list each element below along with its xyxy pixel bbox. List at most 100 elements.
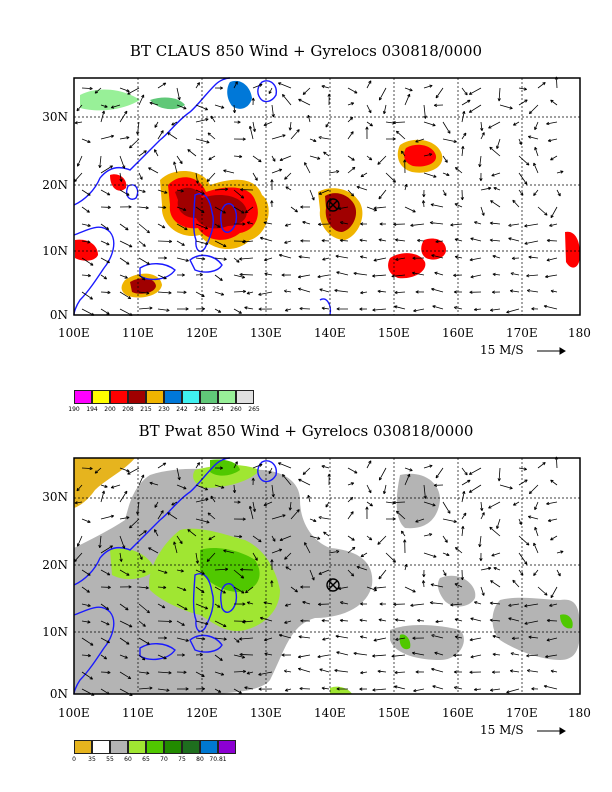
wind-arrow-icon <box>454 166 463 174</box>
wind-arrow-icon <box>317 222 330 226</box>
wind-arrow-icon <box>550 586 558 599</box>
wind-arrow-icon <box>347 482 355 486</box>
wind-arrow-icon <box>176 637 189 642</box>
wind-arrow-icon <box>309 155 321 160</box>
wind-arrow-icon <box>533 189 539 196</box>
wind-arrow-icon <box>214 308 222 313</box>
wind-arrow-icon <box>233 239 247 243</box>
wind-arrow-icon <box>395 130 406 140</box>
wind-arrow-icon <box>239 272 254 277</box>
wind-arrow-icon <box>176 290 187 294</box>
wind-arrow-icon <box>556 189 561 197</box>
wind-arrow-icon <box>549 223 558 227</box>
wind-arrow-icon <box>233 274 246 279</box>
wind-arrow-icon <box>138 206 149 210</box>
wind-arrow-icon <box>323 151 330 157</box>
wind-arrow-icon <box>509 669 520 673</box>
wind-arrow-icon <box>480 501 484 512</box>
wind-arrow-icon <box>454 255 463 259</box>
wind-arrow-icon <box>119 585 132 589</box>
wind-arrow-icon <box>404 473 411 486</box>
wind-arrow-icon <box>360 552 368 558</box>
wind-arrow-icon <box>366 155 373 161</box>
wind-arrow-icon <box>537 82 546 89</box>
wind-arrow-icon <box>239 652 254 657</box>
wind-arrow-icon <box>454 618 463 622</box>
wind-arrow-icon <box>157 291 172 295</box>
wind-arrow-icon <box>429 221 444 225</box>
wind-arrow-icon <box>356 185 368 191</box>
wind-arrow-icon <box>508 617 520 622</box>
wind-arrow-icon <box>214 187 229 191</box>
wind-arrow-icon <box>385 172 396 183</box>
coastline <box>73 457 277 695</box>
wind-arrow-icon <box>336 271 349 276</box>
wind-arrow-icon <box>195 484 209 491</box>
wind-arrow-icon <box>366 586 378 592</box>
wind-arrow-icon <box>497 467 501 482</box>
wind-arrow-icon <box>73 552 83 563</box>
wind-arrow-icon <box>281 273 292 277</box>
lat-lon-grid <box>74 78 580 315</box>
wind-arrow-icon <box>73 172 83 183</box>
wind-arrow-icon <box>154 121 159 128</box>
colorbar-swatch <box>218 740 236 754</box>
wind-arrow-icon <box>537 206 548 216</box>
wind-arrow-icon <box>157 274 167 280</box>
wind-arrow-icon <box>379 602 387 606</box>
wind-arrow-icon <box>176 104 187 110</box>
wind-arrow-icon <box>309 189 315 201</box>
wind-arrow-icon <box>480 566 492 571</box>
wind-arrow-icon <box>233 189 245 199</box>
wind-arrow-icon <box>171 501 178 506</box>
wind-arrow-icon <box>518 99 528 106</box>
wind-arrow-icon <box>385 501 396 505</box>
wind-arrow-icon <box>252 463 263 469</box>
colorbar-swatch <box>218 390 236 404</box>
wind-arrow-icon <box>347 87 358 94</box>
wind-arrow-icon <box>372 308 387 312</box>
wind-arrow-icon <box>81 603 91 608</box>
wind-arrow-icon <box>119 136 130 140</box>
wind-arrow-icon <box>233 602 246 606</box>
colorbar-tick-label: 215 <box>140 406 152 413</box>
wind-arrow-icon <box>214 484 225 489</box>
wind-arrow-icon <box>543 304 558 310</box>
wind-arrow-icon <box>81 257 94 266</box>
wind-arrow-icon <box>534 121 539 131</box>
colorbar-tick-label: 260 <box>230 406 242 413</box>
wind-arrow-icon <box>327 93 331 106</box>
wind-arrow-icon <box>360 222 368 226</box>
wind-arrow-icon <box>157 82 167 89</box>
wind-arrow-icon <box>533 162 539 174</box>
wind-arrow-icon <box>208 535 216 541</box>
colorbar-tick-label: 265 <box>248 406 260 413</box>
wind-arrow-icon <box>252 172 258 181</box>
wind-arrow-icon <box>353 271 368 276</box>
wind-arrow-icon <box>138 223 150 234</box>
wind-arrow-icon <box>284 603 292 607</box>
wind-arrow-icon <box>431 254 444 259</box>
wind-arrow-icon <box>176 307 189 311</box>
wind-arrow-icon <box>297 287 311 293</box>
wind-arrow-icon <box>119 516 130 520</box>
wind-arrow-icon <box>453 670 463 674</box>
wind-arrow-icon <box>328 170 340 174</box>
wind-arrow-icon <box>527 135 539 140</box>
colorbar-tick-label: 208 <box>122 406 134 413</box>
wind-arrow-icon <box>252 83 263 89</box>
wind-arrow-icon <box>423 533 433 537</box>
wind-arrow-icon <box>489 146 501 157</box>
colorbar-tick-label: 70.81 <box>209 756 227 763</box>
wind-arrow-icon <box>392 120 406 125</box>
wind-arrow-icon <box>518 155 530 166</box>
wind-arrow-icon <box>176 620 185 626</box>
wind-arrow-icon <box>378 238 387 242</box>
wind-arrow-icon <box>469 257 482 262</box>
gyre-marker-icon <box>326 578 340 592</box>
wind-arrow-icon <box>214 104 225 109</box>
wind-arrow-icon <box>533 569 539 576</box>
wind-arrow-icon <box>546 501 558 506</box>
wind-arrow-icon <box>307 114 311 123</box>
wind-arrow-icon <box>100 654 108 660</box>
